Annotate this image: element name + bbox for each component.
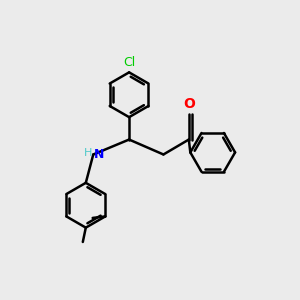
Text: Cl: Cl: [123, 56, 135, 69]
Text: N: N: [94, 148, 104, 161]
Text: H: H: [83, 148, 92, 158]
Text: O: O: [183, 97, 195, 111]
